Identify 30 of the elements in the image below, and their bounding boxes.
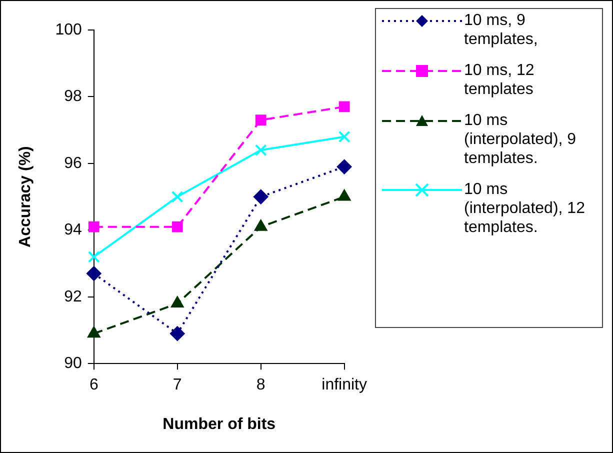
y-tick-label: 92 bbox=[64, 288, 82, 306]
point bbox=[170, 326, 185, 342]
y-tick-label: 96 bbox=[64, 154, 82, 172]
point bbox=[338, 130, 350, 143]
point bbox=[255, 114, 266, 126]
point bbox=[86, 266, 102, 282]
point bbox=[87, 326, 100, 338]
legend-label: 10 ms (interpolated), 9 templates. bbox=[464, 111, 578, 168]
legend-label: 10 ms, 12 templates bbox=[464, 61, 536, 99]
point bbox=[171, 190, 184, 203]
x-tick-label: infinity bbox=[322, 376, 368, 394]
x-axis-title: Number of bits bbox=[162, 416, 276, 433]
point bbox=[88, 221, 100, 232]
point bbox=[253, 189, 268, 204]
point bbox=[336, 159, 352, 174]
x-tick-label: 6 bbox=[89, 376, 98, 394]
point bbox=[338, 101, 350, 112]
x-tick-label: 8 bbox=[256, 376, 266, 394]
point bbox=[170, 296, 184, 308]
legend-label: 10 ms (interpolated), 12 templates. bbox=[464, 180, 586, 237]
legend-label: 10 ms, 9 templates, bbox=[464, 11, 539, 49]
y-tick-label: 98 bbox=[64, 88, 82, 106]
y-tick-label: 94 bbox=[64, 222, 82, 239]
point bbox=[172, 221, 183, 232]
x-tick-label: 7 bbox=[172, 376, 182, 394]
point bbox=[88, 250, 100, 263]
y-tick-label: 90 bbox=[64, 355, 82, 372]
y-axis-title: Accuracy (%) bbox=[17, 146, 34, 248]
y-tick-label: 100 bbox=[55, 21, 82, 38]
point bbox=[254, 144, 267, 156]
